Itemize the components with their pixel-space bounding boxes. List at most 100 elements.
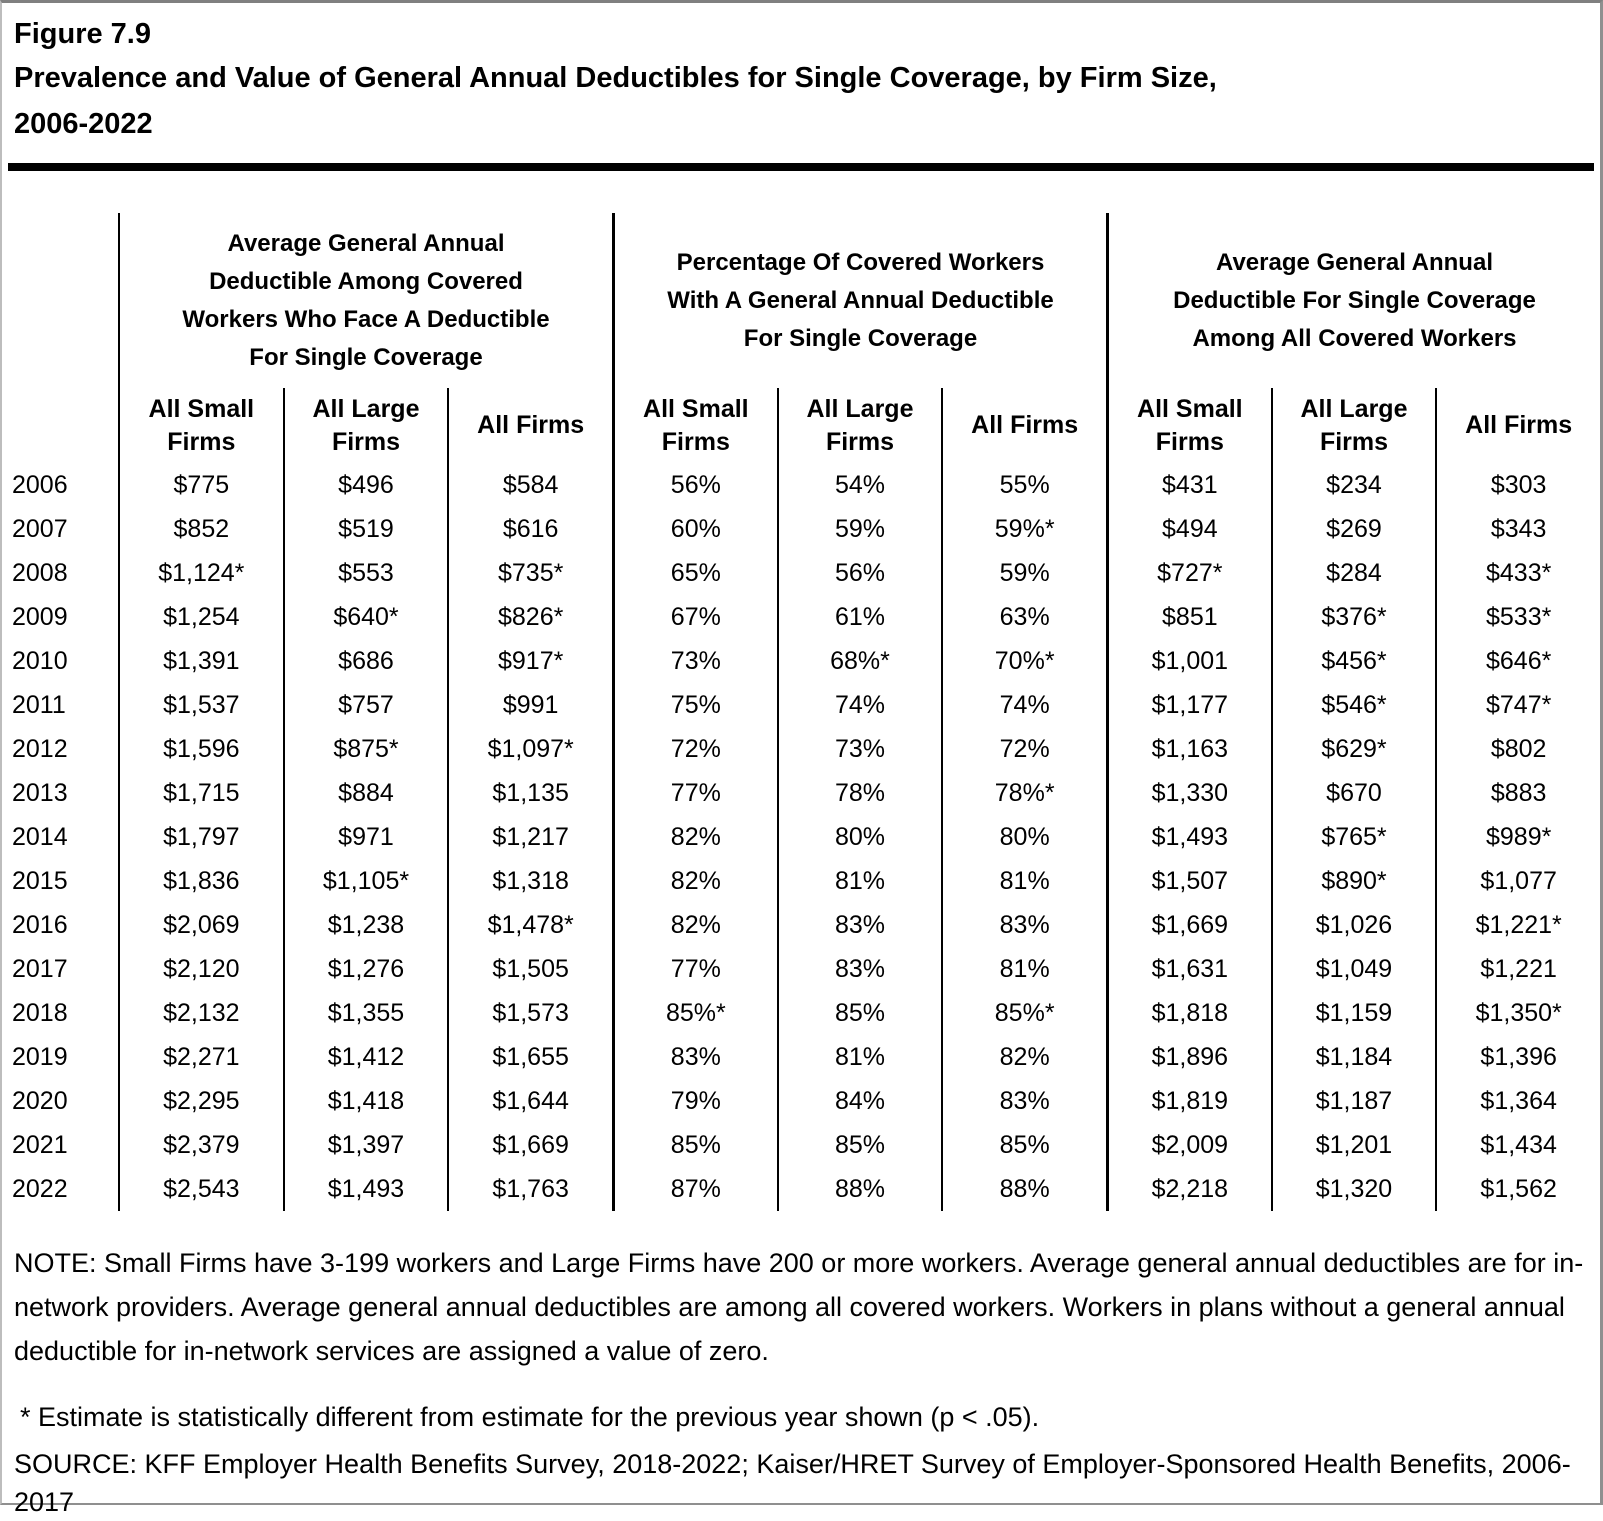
- value-cell: $727*: [1106, 551, 1271, 595]
- value-cell: 61%: [776, 595, 942, 639]
- value-cell: 85%: [612, 1123, 777, 1167]
- value-cell: $2,543: [118, 1167, 283, 1211]
- value-cell: $1,715: [118, 771, 283, 815]
- value-cell: $1,819: [1106, 1079, 1271, 1123]
- year-cell: 2013: [12, 778, 68, 807]
- value-cell: $1,537: [118, 683, 283, 727]
- value-cell: 87%: [612, 1167, 777, 1211]
- value-cell: $640*: [282, 595, 448, 639]
- deductible-table: Average General Annual Deductible Among …: [2, 213, 1600, 1211]
- value-cell: $2,009: [1106, 1123, 1271, 1167]
- value-cell: $1,655: [447, 1035, 612, 1079]
- value-cell: $1,836: [118, 859, 283, 903]
- value-cell: 59%*: [941, 507, 1106, 551]
- value-cell: 80%: [776, 815, 942, 859]
- value-cell: 85%: [941, 1123, 1106, 1167]
- value-cell: $875*: [282, 727, 448, 771]
- value-cell: $303: [1435, 463, 1600, 507]
- value-cell: $686: [282, 639, 448, 683]
- value-cell: $1,396: [1435, 1035, 1600, 1079]
- value-cell: $1,221*: [1435, 903, 1600, 947]
- value-cell: 82%: [612, 903, 777, 947]
- value-cell: $616: [447, 507, 612, 551]
- value-cell: 70%*: [941, 639, 1106, 683]
- value-cell: $1,201: [1270, 1123, 1436, 1167]
- value-cell: $826*: [447, 595, 612, 639]
- year-cell: 2015: [12, 866, 68, 895]
- figure-title: Prevalence and Value of General Annual D…: [14, 55, 1586, 147]
- value-cell: $1,221: [1435, 947, 1600, 991]
- value-cell: 56%: [612, 463, 777, 507]
- value-cell: $747*: [1435, 683, 1600, 727]
- value-cell: $670: [1270, 771, 1436, 815]
- value-cell: 55%: [941, 463, 1106, 507]
- year-cell: 2021: [12, 1130, 68, 1159]
- figure-title-line: 2006-2022: [14, 108, 153, 140]
- value-cell: $1,391: [118, 639, 283, 683]
- value-cell: 74%: [941, 683, 1106, 727]
- value-cell: $765*: [1270, 815, 1436, 859]
- year-cell: 2012: [12, 734, 68, 763]
- value-cell: $1,818: [1106, 991, 1271, 1035]
- value-cell: 81%: [941, 947, 1106, 991]
- year-cell: 2006: [12, 470, 68, 499]
- group-header-deductible-all-workers: Average General Annual Deductible For Si…: [1106, 213, 1600, 388]
- value-cell: 85%*: [941, 991, 1106, 1035]
- value-cell: $1,763: [447, 1167, 612, 1211]
- group-header-line: With A General Annual Deductible: [667, 286, 1054, 314]
- value-cell: 82%: [941, 1035, 1106, 1079]
- value-cell: $1,644: [447, 1079, 612, 1123]
- group-header-line: Deductible For Single Coverage: [1173, 286, 1536, 314]
- year-cell: 2007: [12, 514, 68, 543]
- value-cell: $1,163: [1106, 727, 1271, 771]
- value-cell: 83%: [776, 947, 942, 991]
- value-cell: $1,505: [447, 947, 612, 991]
- value-cell: $2,271: [118, 1035, 283, 1079]
- value-cell: 77%: [612, 771, 777, 815]
- value-cell: $1,562: [1435, 1167, 1600, 1211]
- value-cell: 84%: [776, 1079, 942, 1123]
- value-cell: 81%: [941, 859, 1106, 903]
- group-header-line: Among All Covered Workers: [1192, 324, 1517, 352]
- value-cell: 83%: [941, 903, 1106, 947]
- value-cell: $496: [282, 463, 448, 507]
- value-cell: $1,350*: [1435, 991, 1600, 1035]
- value-cell: 73%: [612, 639, 777, 683]
- value-cell: 85%: [776, 991, 942, 1035]
- value-cell: $546*: [1270, 683, 1436, 727]
- subheader-cell: All Firms: [447, 388, 612, 463]
- subheader-cell: All Firms: [1435, 388, 1600, 463]
- value-cell: 54%: [776, 463, 942, 507]
- value-cell: $1,177: [1106, 683, 1271, 727]
- value-cell: $519: [282, 507, 448, 551]
- value-cell: 82%: [612, 815, 777, 859]
- value-cell: 68%*: [776, 639, 942, 683]
- source-text: SOURCE: KFF Employer Health Benefits Sur…: [14, 1449, 1571, 1517]
- value-cell: $1,135: [447, 771, 612, 815]
- value-cell: $1,187: [1270, 1079, 1436, 1123]
- group-header-percentage-with-deductible: Percentage Of Covered Workers With A Gen…: [612, 213, 1106, 388]
- value-cell: $269: [1270, 507, 1436, 551]
- value-cell: $1,364: [1435, 1079, 1600, 1123]
- value-cell: $1,097*: [447, 727, 612, 771]
- value-cell: 79%: [612, 1079, 777, 1123]
- year-cell: 2017: [12, 954, 68, 983]
- value-cell: $431: [1106, 463, 1271, 507]
- value-cell: $2,218: [1106, 1167, 1271, 1211]
- value-cell: $1,105*: [282, 859, 448, 903]
- value-cell: $1,124*: [118, 551, 283, 595]
- value-cell: $629*: [1270, 727, 1436, 771]
- year-cell: 2016: [12, 910, 68, 939]
- value-cell: $1,355: [282, 991, 448, 1035]
- value-cell: 73%: [776, 727, 942, 771]
- value-cell: 85%*: [612, 991, 777, 1035]
- subheader-cell: All Large Firms: [282, 388, 448, 463]
- value-cell: $917*: [447, 639, 612, 683]
- year-cell: 2019: [12, 1042, 68, 1071]
- value-cell: $1,397: [282, 1123, 448, 1167]
- value-cell: $433*: [1435, 551, 1600, 595]
- value-cell: 78%: [776, 771, 942, 815]
- year-column-header: [2, 213, 118, 463]
- value-cell: 67%: [612, 595, 777, 639]
- value-cell: 65%: [612, 551, 777, 595]
